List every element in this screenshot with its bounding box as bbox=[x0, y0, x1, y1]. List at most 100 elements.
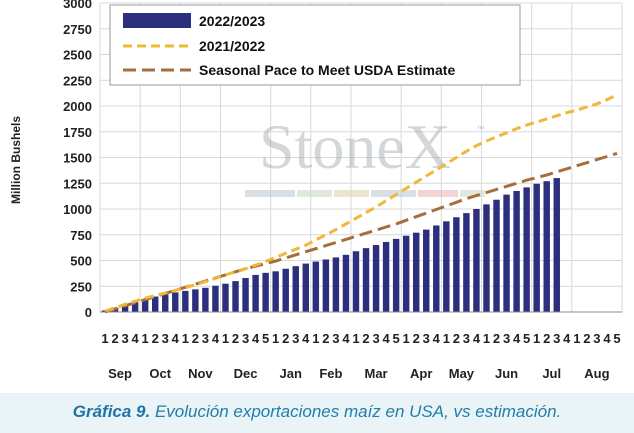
week-label: 4 bbox=[513, 331, 521, 346]
line-usda-pace bbox=[104, 151, 618, 314]
week-label: 1 bbox=[443, 331, 450, 346]
week-label: 4 bbox=[132, 331, 140, 346]
bar bbox=[543, 181, 550, 312]
chart: StoneX ™ 0 250 500 750 1000 1250 1500 1750 2000 2… bbox=[9, 0, 623, 381]
bar bbox=[141, 299, 149, 312]
series-lines bbox=[100, 93, 622, 314]
week-label: 3 bbox=[593, 331, 600, 346]
week-label: 5 bbox=[393, 331, 400, 346]
week-label: 3 bbox=[372, 331, 379, 346]
week-label: 2 bbox=[322, 331, 329, 346]
week-label: 1 bbox=[182, 331, 189, 346]
bar bbox=[412, 232, 420, 312]
y-tick-label: 250 bbox=[70, 279, 92, 294]
week-label: 5 bbox=[523, 331, 530, 346]
bar bbox=[182, 290, 189, 312]
week-label: 1 bbox=[272, 331, 279, 346]
bar bbox=[503, 194, 510, 312]
bar bbox=[382, 241, 390, 312]
y-tick-label: 3000 bbox=[63, 0, 92, 11]
week-label: 5 bbox=[613, 331, 620, 346]
bar bbox=[312, 261, 320, 312]
week-label: 2 bbox=[282, 331, 289, 346]
week-label: 2 bbox=[111, 331, 118, 346]
y-tick-label: 1000 bbox=[63, 202, 92, 217]
week-label: 4 bbox=[473, 331, 481, 346]
week-label: 3 bbox=[202, 331, 209, 346]
bar bbox=[533, 183, 540, 312]
week-label: 2 bbox=[453, 331, 460, 346]
month-label: Sep bbox=[108, 366, 132, 381]
y-tick-label: 2500 bbox=[63, 48, 92, 63]
bar bbox=[151, 296, 159, 312]
bar bbox=[423, 229, 430, 312]
y-tick-label: 2000 bbox=[63, 99, 92, 114]
week-label: 1 bbox=[573, 331, 580, 346]
month-label: Mar bbox=[364, 366, 387, 381]
month-label: Oct bbox=[149, 366, 171, 381]
week-label: 4 bbox=[342, 331, 350, 346]
y-axis-ticks: 0 250 500 750 1000 1250 1500 1750 2000 2250 2500 27… bbox=[63, 0, 92, 320]
month-label: Jan bbox=[280, 366, 302, 381]
y-tick-label: 750 bbox=[70, 228, 92, 243]
bar bbox=[202, 287, 209, 312]
y-tick-label: 500 bbox=[70, 254, 92, 269]
bar bbox=[513, 190, 520, 312]
month-label: Jul bbox=[542, 366, 561, 381]
bar bbox=[252, 274, 259, 312]
bar bbox=[392, 238, 400, 312]
caption-lead: Gráfica 9. bbox=[72, 402, 151, 421]
week-label: 5 bbox=[262, 331, 269, 346]
bar bbox=[453, 217, 460, 312]
bar bbox=[362, 248, 370, 312]
y-tick-label: 0 bbox=[85, 305, 92, 320]
month-label: Aug bbox=[584, 366, 609, 381]
line-2021-2022 bbox=[104, 93, 618, 313]
figure-caption: Gráfica 9. Evolución exportaciones maíz … bbox=[0, 402, 634, 422]
legend: 2022/2023 2021/2022 Seasonal Pace to Mee… bbox=[109, 4, 521, 86]
bar bbox=[443, 221, 450, 312]
week-label: 1 bbox=[312, 331, 319, 346]
bar bbox=[372, 245, 380, 312]
bar bbox=[212, 285, 219, 312]
week-label: 4 bbox=[212, 331, 220, 346]
month-label: Jun bbox=[495, 366, 518, 381]
week-label: 3 bbox=[553, 331, 560, 346]
bar bbox=[352, 251, 360, 312]
watermark-trademark: ™ bbox=[476, 124, 485, 134]
bar bbox=[433, 225, 440, 312]
bar bbox=[302, 263, 310, 312]
bar bbox=[332, 257, 340, 312]
week-label: 3 bbox=[121, 331, 128, 346]
week-label: 4 bbox=[302, 331, 310, 346]
bar bbox=[232, 281, 239, 312]
week-label: 2 bbox=[413, 331, 420, 346]
week-label: 3 bbox=[162, 331, 169, 346]
week-label: 4 bbox=[433, 331, 441, 346]
week-label: 1 bbox=[483, 331, 490, 346]
week-label: 1 bbox=[352, 331, 359, 346]
week-label: 3 bbox=[242, 331, 249, 346]
chart-panel: StoneX ™ 0 250 500 750 1000 1250 1500 1750 2000 2… bbox=[0, 0, 634, 393]
bar bbox=[553, 178, 560, 312]
week-label: 1 bbox=[403, 331, 410, 346]
week-label: 3 bbox=[292, 331, 299, 346]
bar bbox=[272, 271, 279, 312]
caption-text: Evolución exportaciones maíz en USA, vs … bbox=[150, 402, 562, 421]
bar bbox=[483, 204, 490, 312]
week-label: 4 bbox=[172, 331, 180, 346]
week-label: 2 bbox=[493, 331, 500, 346]
legend-label-series-1: 2022/2023 bbox=[199, 13, 265, 29]
watermark-logo-text: StoneX bbox=[259, 111, 451, 182]
bar bbox=[292, 266, 299, 312]
week-label: 2 bbox=[232, 331, 239, 346]
bar bbox=[222, 283, 229, 312]
month-label: Dec bbox=[234, 366, 258, 381]
week-label: 3 bbox=[423, 331, 430, 346]
y-tick-label: 1750 bbox=[63, 125, 92, 140]
bar bbox=[342, 254, 350, 312]
month-label: Feb bbox=[319, 366, 342, 381]
week-label: 4 bbox=[563, 331, 571, 346]
week-label: 4 bbox=[382, 331, 390, 346]
